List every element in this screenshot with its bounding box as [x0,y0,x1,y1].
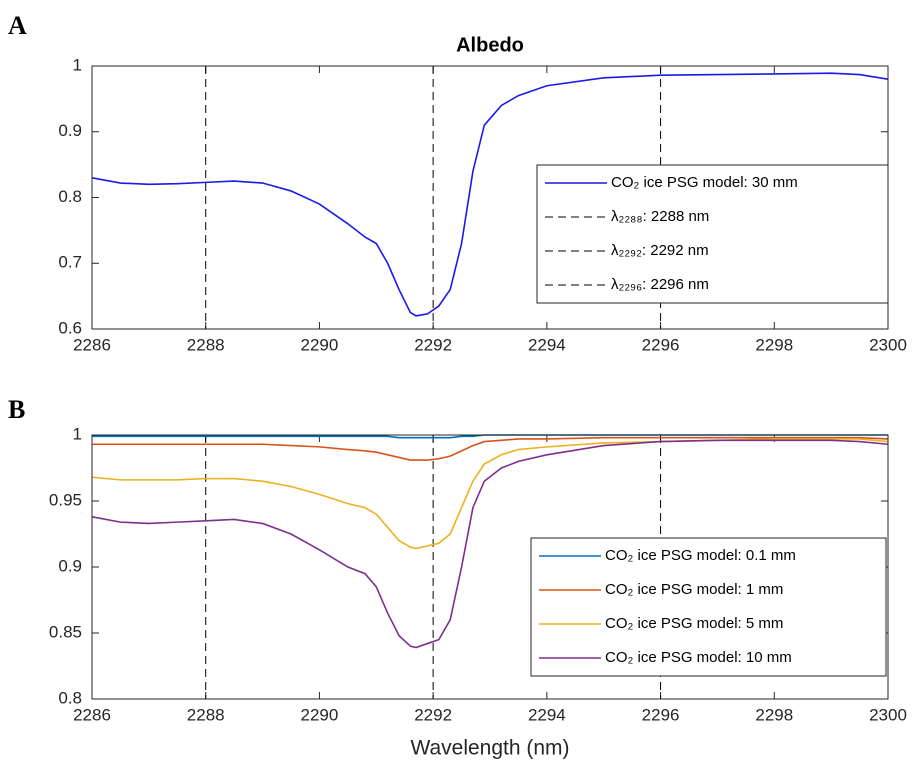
legend-label: CO₂ ice PSG model: 5 mm [605,615,783,632]
panel-label: B [8,395,25,424]
x-tick-label: 2298 [755,705,793,724]
x-tick-label: 2292 [414,335,452,354]
x-tick-label: 2296 [642,705,680,724]
x-tick-label: 2294 [528,705,566,724]
data-line [91,439,889,649]
x-tick-label: 2294 [528,335,566,354]
y-tick-label: 0.9 [58,121,82,140]
y-tick-label: 1 [73,424,82,443]
x-tick-label: 2288 [187,335,225,354]
y-tick-label: 0.9 [58,556,82,575]
chart-title: Albedo [456,34,524,56]
y-tick-label: 0.95 [49,490,82,509]
data-line [91,438,889,550]
y-tick-label: 0.7 [58,253,82,272]
legend: CO₂ ice PSG model: 0.1 mm CO₂ ice PSG mod… [530,537,887,677]
legend: CO₂ ice PSG model: 30 mm λ₂₂₈₈: 2288 nm λ₂… [536,164,889,304]
x-tick-label: 2298 [755,335,793,354]
x-tick-label: 2286 [73,335,111,354]
legend-label: CO₂ ice PSG model: 30 mm [611,174,798,191]
y-tick-label: 0.6 [58,318,82,337]
x-tick-label: 2300 [869,335,907,354]
y-tick-label: 0.8 [58,688,82,707]
legend-box [536,164,889,304]
data-line [91,72,889,317]
x-tick-label: 2290 [301,335,339,354]
x-tick-label: 2286 [73,705,111,724]
legend-label: CO₂ ice PSG model: 0.1 mm [605,547,796,564]
legend-box [530,537,887,677]
panel-label: A [8,11,27,40]
y-tick-label: 0.85 [49,622,82,641]
y-tick-label: 1 [73,55,82,74]
data-line [92,436,889,461]
legend-label: λ₂₂₉₆: 2296 nm [611,276,709,293]
y-tick-label: 0.8 [58,187,82,206]
x-tick-label: 2300 [869,705,907,724]
legend-label: λ₂₂₉₂: 2292 nm [611,242,709,259]
axes-box [91,434,889,700]
legend-label: CO₂ ice PSG model: 1 mm [605,581,783,598]
legend-label: λ₂₂₈₈: 2288 nm [611,208,709,225]
x-tick-label: 2290 [301,705,339,724]
x-tick-label: 2296 [642,335,680,354]
x-tick-label: 2292 [414,705,452,724]
x-tick-label: 2288 [187,705,225,724]
legend-label: CO₂ ice PSG model: 10 mm [605,649,792,666]
x-axis-label: Wavelength (nm) [410,737,569,760]
